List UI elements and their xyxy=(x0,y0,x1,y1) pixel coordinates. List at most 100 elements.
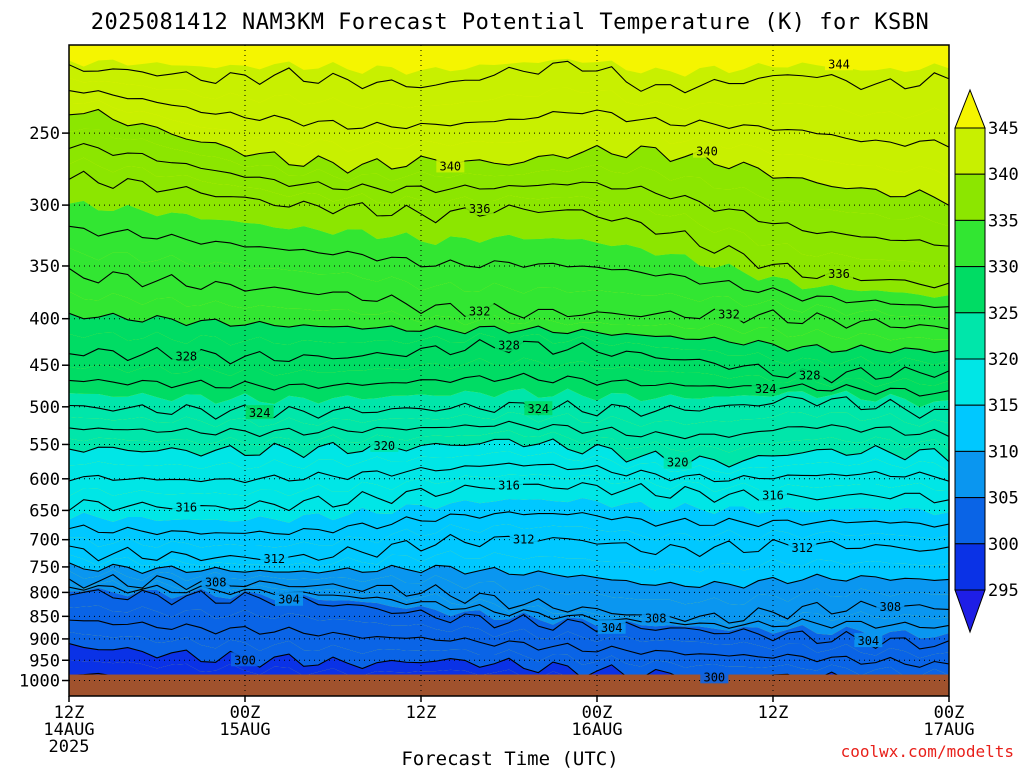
terrain-band xyxy=(69,674,949,696)
contour-label-bg xyxy=(465,201,494,216)
y-tick-label: 950 xyxy=(29,651,60,671)
plot-frame xyxy=(68,44,950,697)
contour-label-336: 336 xyxy=(469,202,491,216)
x-tick-label: 00Z xyxy=(934,703,965,723)
y-tick-label: 350 xyxy=(29,257,60,277)
colorbar-label: 315 xyxy=(988,396,1019,416)
x-tick-label: 00Z xyxy=(230,703,261,723)
contour-label-300: 300 xyxy=(234,653,256,667)
colorbar-segment xyxy=(954,404,986,452)
theta-band-330 xyxy=(69,291,949,353)
contour-label-bg xyxy=(876,598,905,613)
theta-band-302 xyxy=(69,605,949,668)
theta-band-312 xyxy=(69,524,949,561)
contour-314 xyxy=(69,511,949,536)
contour-label-312: 312 xyxy=(263,552,285,566)
y-tick-label: 600 xyxy=(29,470,60,490)
contour-label-340: 340 xyxy=(696,145,718,159)
y-tick-label: 250 xyxy=(29,124,60,144)
theta-band-343 xyxy=(69,61,949,119)
theta-band-337 xyxy=(69,143,949,267)
colorbar-segment xyxy=(954,173,986,221)
contour-332 xyxy=(69,267,949,330)
theta-band-309 xyxy=(69,562,949,605)
theta-band-314 xyxy=(69,497,949,535)
contour-label-bg xyxy=(245,405,274,420)
contour-label-bg xyxy=(465,303,494,318)
credit-text[interactable]: coolwx.com/modelts xyxy=(841,742,1014,761)
contour-label-bg xyxy=(201,574,230,589)
theta-band-334 xyxy=(69,200,949,308)
contour-326 xyxy=(69,372,949,397)
theta-band-310 xyxy=(69,550,949,589)
colorbar-segment xyxy=(954,358,986,406)
theta-band-331 xyxy=(69,268,949,341)
contour-label-332: 332 xyxy=(469,305,491,319)
contour-310 xyxy=(69,562,949,589)
y-tick-label: 700 xyxy=(29,531,60,551)
colorbar-label: 325 xyxy=(988,304,1019,324)
contour-label-324: 324 xyxy=(249,406,271,420)
theta-band-304 xyxy=(69,587,949,649)
x-axis-label: Forecast Time (UTC) xyxy=(401,748,618,768)
contour-label-bg xyxy=(275,591,303,606)
contour-label-324: 324 xyxy=(527,402,549,416)
y-tick-label: 750 xyxy=(29,558,60,578)
colorbar-label: 320 xyxy=(988,350,1019,370)
theta-band-328 xyxy=(69,331,949,383)
colorbar-segment xyxy=(954,127,986,175)
theta-band-301 xyxy=(69,620,949,677)
theta-band-340 xyxy=(69,100,949,206)
colorbar-segment xyxy=(954,543,986,591)
theta-band-320 xyxy=(69,430,949,468)
y-tick-label: 450 xyxy=(29,356,60,376)
contour-label-bg xyxy=(854,633,883,648)
theta-band-344 xyxy=(69,58,949,93)
y-tick-label: 500 xyxy=(29,398,60,418)
colorbar-label: 305 xyxy=(988,489,1019,509)
theta-band-335 xyxy=(69,171,949,298)
contour-label-308: 308 xyxy=(645,612,667,626)
contour-label-bg xyxy=(524,401,553,416)
theta-band-313 xyxy=(69,511,949,548)
theta-band-311 xyxy=(69,534,949,573)
theta-band-342 xyxy=(69,77,949,148)
contour-label-bg xyxy=(700,669,729,684)
y-tick-label: 300 xyxy=(29,196,60,216)
contour-label-336: 336 xyxy=(828,267,850,281)
contour-label-316: 316 xyxy=(498,478,520,492)
contour-label-328: 328 xyxy=(175,349,197,363)
contour-label-312: 312 xyxy=(513,533,535,547)
contour-334 xyxy=(69,225,949,308)
contour-label-bg xyxy=(231,652,259,667)
contour-label-bg xyxy=(663,454,692,469)
theta-band-322 xyxy=(69,411,949,439)
contour-label-304: 304 xyxy=(278,593,300,607)
colorbar-segment xyxy=(954,219,986,268)
contour-label-320: 320 xyxy=(373,439,395,453)
theta-band-338 xyxy=(69,128,949,247)
contour-labels: 344 340 340 336 336 332 332 328 328 328 324 324 324 3… xyxy=(172,56,905,684)
theta-band-339 xyxy=(69,109,949,227)
contour-label-bg xyxy=(641,610,670,625)
y-tick-label: 900 xyxy=(29,630,60,650)
contour-324 xyxy=(69,395,949,420)
contour-label-bg xyxy=(436,158,465,173)
contour-318 xyxy=(69,462,949,484)
contour-label-bg xyxy=(825,56,853,71)
contour-label-308: 308 xyxy=(879,600,901,614)
contour-320 xyxy=(69,438,949,468)
y-tick-label: 650 xyxy=(29,501,60,521)
contour-label-316: 316 xyxy=(175,500,197,514)
filled-contours xyxy=(69,45,949,696)
contour-322 xyxy=(69,420,949,440)
contour-344 xyxy=(69,60,949,94)
contour-label-bg xyxy=(751,381,780,396)
colorbar-label: 335 xyxy=(988,211,1019,231)
theta-band-336 xyxy=(69,157,949,288)
x-tick-label: 2025 xyxy=(49,737,90,757)
x-tick-label: 12Z xyxy=(406,703,437,723)
theta-band-303 xyxy=(69,589,949,659)
colorbar-label: 300 xyxy=(988,535,1019,555)
